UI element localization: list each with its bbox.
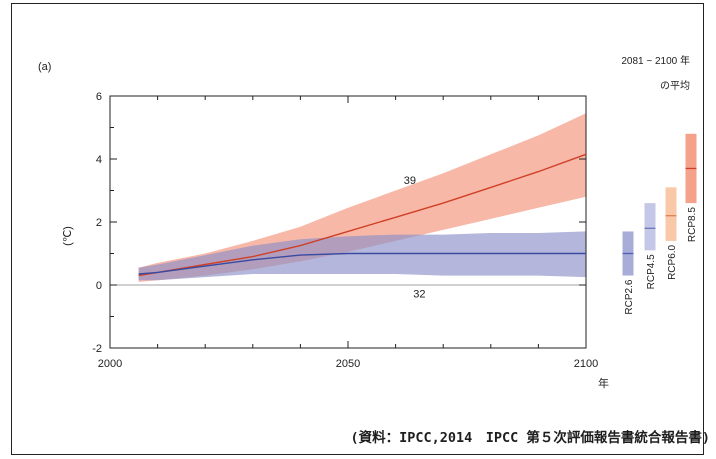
series-0-count-label: 39 bbox=[404, 175, 416, 187]
source-citation: (資料：IPCC,2014 IPCC 第５次評価報告書統合報告書) bbox=[350, 430, 710, 446]
x-unit-label: 年 bbox=[598, 376, 609, 390]
side-title-line2: の平均 bbox=[660, 80, 690, 92]
scenario-label: RCP6.0 bbox=[667, 244, 678, 279]
y-tick-label: 4 bbox=[96, 154, 102, 166]
x-tick-label: 2000 bbox=[98, 358, 122, 370]
scenario-label: RCP8.5 bbox=[687, 207, 698, 242]
y-tick-label: 6 bbox=[96, 91, 102, 103]
scenario-range-bar bbox=[665, 187, 677, 241]
panel-label: (a) bbox=[38, 61, 51, 73]
series-0-mean-line bbox=[138, 153, 587, 277]
y-axis-label: (℃) bbox=[62, 226, 74, 246]
series-1-range-band bbox=[138, 231, 586, 281]
series-1-count-label: 32 bbox=[413, 289, 425, 301]
y-tick-label: 2 bbox=[96, 217, 102, 229]
scenario-label: RCP4.5 bbox=[646, 254, 657, 289]
y-tick-label: -2 bbox=[92, 343, 102, 355]
x-tick-label: 2050 bbox=[336, 358, 360, 370]
side-title-line1: 2081 ~ 2100 年 bbox=[621, 54, 690, 67]
y-tick-label: 0 bbox=[96, 280, 102, 292]
scenario-range-bar bbox=[644, 203, 656, 251]
x-tick-label: 2100 bbox=[574, 358, 598, 370]
scenario-label: RCP2.6 bbox=[624, 279, 635, 314]
series-1-mean-line bbox=[138, 252, 586, 275]
